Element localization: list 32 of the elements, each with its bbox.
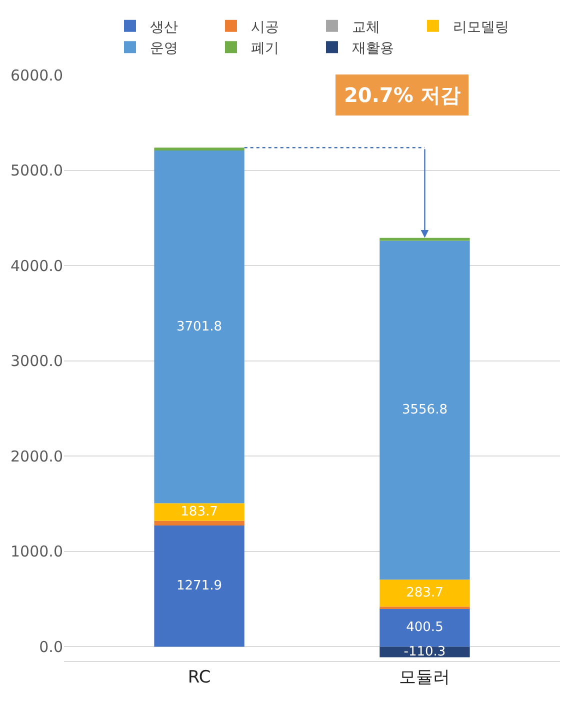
legend-label: 리모델링 bbox=[453, 19, 509, 36]
y-tick-label: 0.0 bbox=[39, 638, 63, 656]
y-tick-label: 4000.0 bbox=[10, 256, 63, 275]
legend-label: 폐기 bbox=[251, 40, 279, 57]
data-label: -110.3 bbox=[404, 644, 446, 660]
data-label: 1271.9 bbox=[176, 578, 222, 594]
x-tick-label: RC bbox=[188, 667, 211, 688]
bar bbox=[154, 150, 244, 504]
data-label: 400.5 bbox=[406, 620, 444, 636]
y-tick-label: 3000.0 bbox=[10, 352, 63, 370]
bar bbox=[154, 520, 244, 526]
legend-label: 시공 bbox=[251, 19, 279, 36]
bar bbox=[380, 580, 470, 607]
y-tick-label: 1000.0 bbox=[10, 542, 63, 561]
legend-label: 운영 bbox=[150, 40, 178, 57]
bar bbox=[154, 148, 244, 151]
data-label: 3701.8 bbox=[176, 319, 222, 334]
legend-label: 재활용 bbox=[352, 40, 394, 57]
data-label: 3556.8 bbox=[402, 402, 448, 418]
bar bbox=[154, 503, 244, 521]
legend-label: 생산 bbox=[150, 19, 178, 36]
bar bbox=[380, 608, 470, 647]
x-tick-label: 모듈러 bbox=[399, 667, 450, 688]
data-label: 283.7 bbox=[406, 586, 444, 601]
data-label: 183.7 bbox=[180, 504, 218, 520]
y-tick-label: 2000.0 bbox=[10, 447, 63, 466]
bar bbox=[154, 526, 244, 647]
y-tick-label: 5000.0 bbox=[10, 162, 63, 180]
bar bbox=[380, 240, 470, 580]
y-tick-label: 6000.0 bbox=[10, 66, 63, 84]
legend-label: 교체 bbox=[352, 19, 380, 36]
annotation: 20.7% 저감 bbox=[344, 83, 460, 107]
